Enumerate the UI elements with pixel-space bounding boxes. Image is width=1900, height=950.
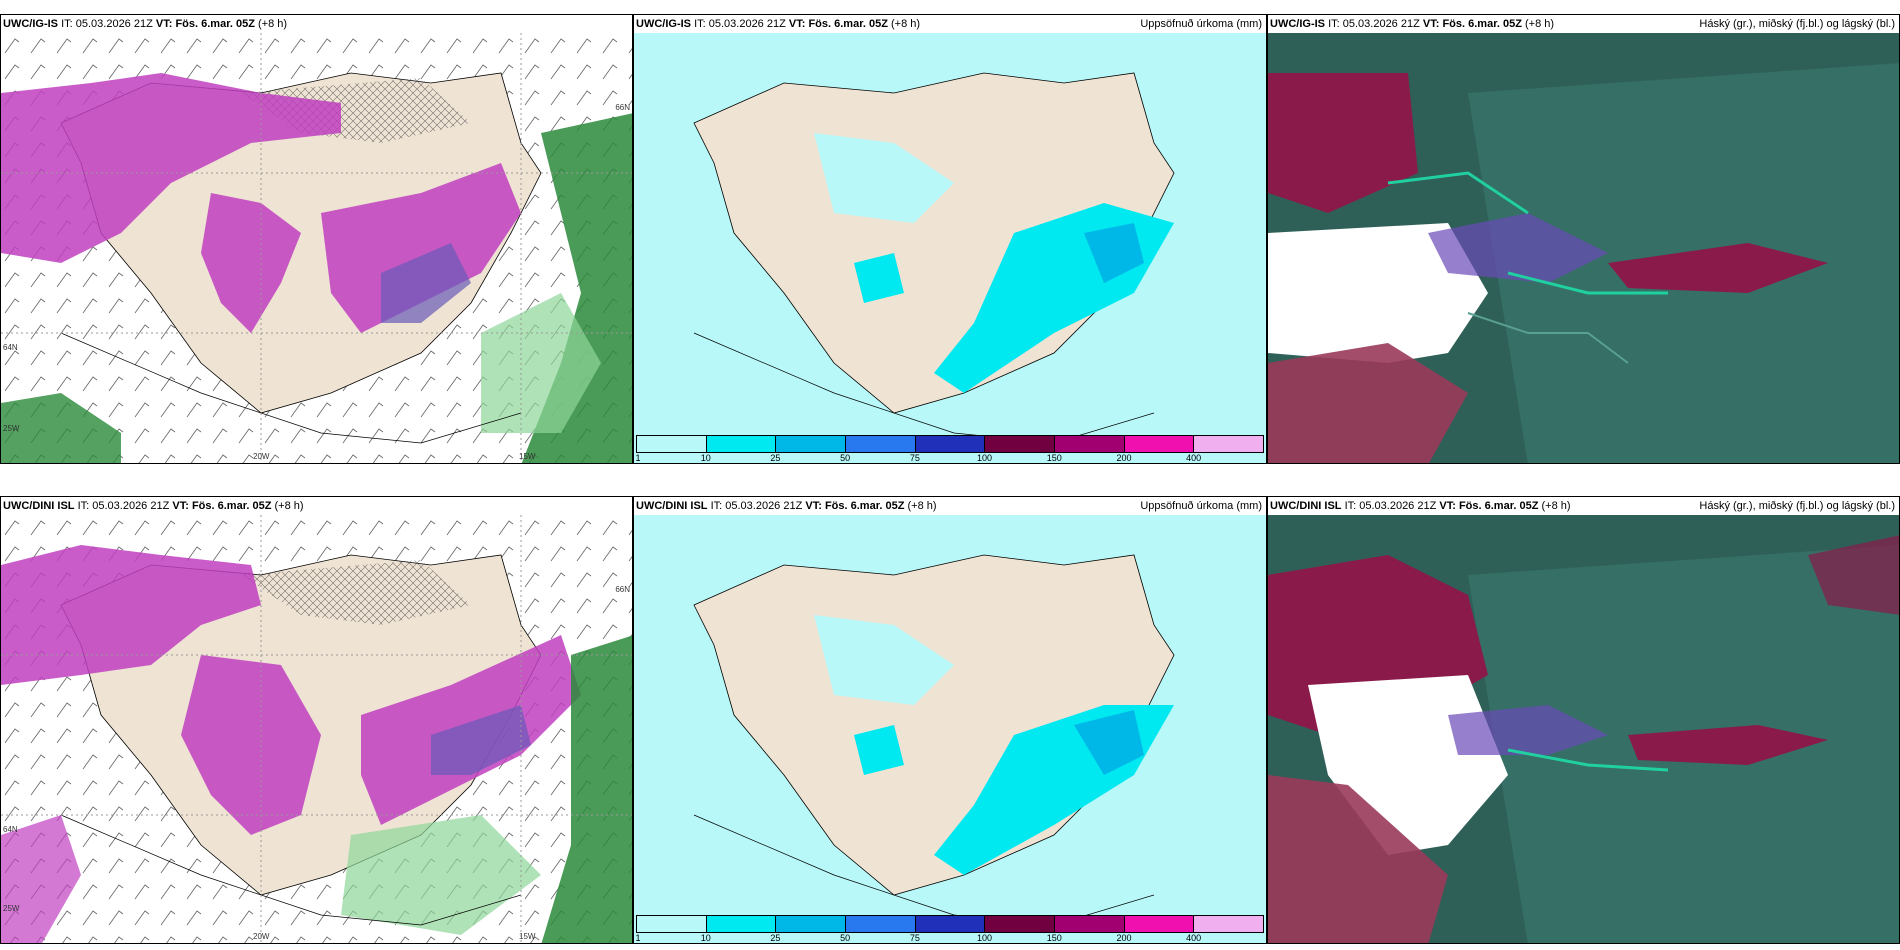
cloud-cover-map[interactable]: [1268, 33, 1899, 463]
cb-tick: 75: [909, 453, 920, 463]
lon-label-25w: 25W: [3, 424, 20, 433]
cb-swatch-2: [776, 916, 847, 932]
cb-swatch-4: [915, 436, 986, 452]
colorbar-labels: 1 10 25 50 75 100 150 200 400: [635, 933, 1264, 943]
cb-tick: 50: [840, 453, 851, 463]
panel-row1-cloud: UWC/IG-IS IT: 05.03.2026 21Z VT: Fös. 6.…: [1267, 14, 1900, 464]
panel-title: UWC/DINI ISL IT: 05.03.2026 21Z VT: Fös.…: [1, 497, 632, 515]
lat-label-66n: 66N: [615, 585, 630, 594]
cb-swatch-0: [637, 436, 707, 452]
cb-tick: 25: [770, 933, 781, 943]
accumulated-precip-map[interactable]: 1 10 25 50 75 100 150 200 400: [634, 515, 1266, 943]
cb-swatch-1: [706, 916, 777, 932]
lat-label-64n: 64N: [3, 825, 18, 834]
cb-swatch-3: [846, 916, 916, 932]
cb-swatch-0: [637, 916, 707, 932]
lon-label-15w: 15W: [519, 932, 536, 941]
cb-tick: 25: [770, 453, 781, 463]
cloud-label: Háský (gr.), miðský (fj.bl.) og lágský (…: [1699, 18, 1895, 30]
cb-tick: 400: [1186, 453, 1202, 463]
cb-swatch-3: [846, 436, 916, 452]
colorbar-swatches: [636, 915, 1264, 933]
cb-swatch-6: [1055, 436, 1125, 452]
lon-label-20w: 20W: [253, 932, 270, 941]
cb-tick: 100: [977, 933, 993, 943]
cb-tick: 150: [1046, 453, 1062, 463]
cb-tick: 10: [700, 933, 711, 943]
panel-title: UWC/DINI ISL IT: 05.03.2026 21Z VT: Fös.…: [1268, 497, 1899, 515]
cb-tick: 200: [1116, 453, 1132, 463]
cb-tick: 400: [1186, 933, 1202, 943]
panel-row2-precip: UWC/DINI ISL IT: 05.03.2026 21Z VT: Fös.…: [633, 496, 1267, 944]
cb-tick: 50: [840, 933, 851, 943]
colorbar-swatches: [636, 435, 1264, 453]
panel-row2-cloud: UWC/DINI ISL IT: 05.03.2026 21Z VT: Fös.…: [1267, 496, 1900, 944]
lon-label-25w: 25W: [3, 904, 20, 913]
colorbar-labels: 1 10 25 50 75 100 150 200 400: [635, 453, 1264, 463]
cb-tick: 10: [700, 453, 711, 463]
lat-label-64n: 64N: [3, 343, 18, 352]
cb-tick: 100: [977, 453, 993, 463]
cloud-label: Háský (gr.), miðský (fj.bl.) og lágský (…: [1699, 500, 1895, 512]
panel-row1-precip: UWC/IG-IS IT: 05.03.2026 21Z VT: Fös. 6.…: [633, 14, 1267, 464]
cb-tick: 1: [635, 933, 641, 943]
cb-tick: 75: [909, 933, 920, 943]
lat-label-66n: 66N: [615, 103, 630, 112]
cb-swatch-6: [1055, 916, 1125, 932]
precip-label: Uppsöfnuð úrkoma (mm): [1140, 500, 1262, 512]
panel-title: UWC/IG-IS IT: 05.03.2026 21Z VT: Fös. 6.…: [1, 15, 632, 33]
lon-label-20w: 20W: [253, 452, 270, 461]
panel-row1-wind: UWC/IG-IS IT: 05.03.2026 21Z VT: Fös. 6.…: [0, 14, 633, 464]
panel-title: UWC/DINI ISL IT: 05.03.2026 21Z VT: Fös.…: [634, 497, 1266, 515]
wind-precip-map[interactable]: 20W 15W 66N 64N 25W: [1, 515, 632, 943]
cb-tick: 150: [1046, 933, 1062, 943]
cb-tick: 1: [635, 453, 641, 463]
cb-tick: 200: [1116, 933, 1132, 943]
cb-swatch-8: [1194, 436, 1264, 452]
cb-swatch-4: [915, 916, 986, 932]
cb-swatch-5: [985, 436, 1056, 452]
cb-swatch-5: [985, 916, 1056, 932]
panel-title: UWC/IG-IS IT: 05.03.2026 21Z VT: Fös. 6.…: [634, 15, 1266, 33]
panel-row2-wind: UWC/DINI ISL IT: 05.03.2026 21Z VT: Fös.…: [0, 496, 633, 944]
panel-title: UWC/IG-IS IT: 05.03.2026 21Z VT: Fös. 6.…: [1268, 15, 1899, 33]
cb-swatch-7: [1124, 916, 1195, 932]
wind-precip-map[interactable]: 20W 15W 66N 64N 25W: [1, 33, 632, 463]
precip-label: Uppsöfnuð úrkoma (mm): [1140, 18, 1262, 30]
cb-swatch-8: [1194, 916, 1264, 932]
lon-label-15w: 15W: [519, 452, 536, 461]
accumulated-precip-map[interactable]: 1 10 25 50 75 100 150 200 400: [634, 33, 1266, 463]
precip-colorbar: 1 10 25 50 75 100 150 200 400: [635, 435, 1264, 463]
cloud-cover-map[interactable]: [1268, 515, 1899, 943]
precip-colorbar: 1 10 25 50 75 100 150 200 400: [635, 915, 1264, 943]
cb-swatch-1: [706, 436, 777, 452]
cb-swatch-2: [776, 436, 847, 452]
cb-swatch-7: [1124, 436, 1195, 452]
